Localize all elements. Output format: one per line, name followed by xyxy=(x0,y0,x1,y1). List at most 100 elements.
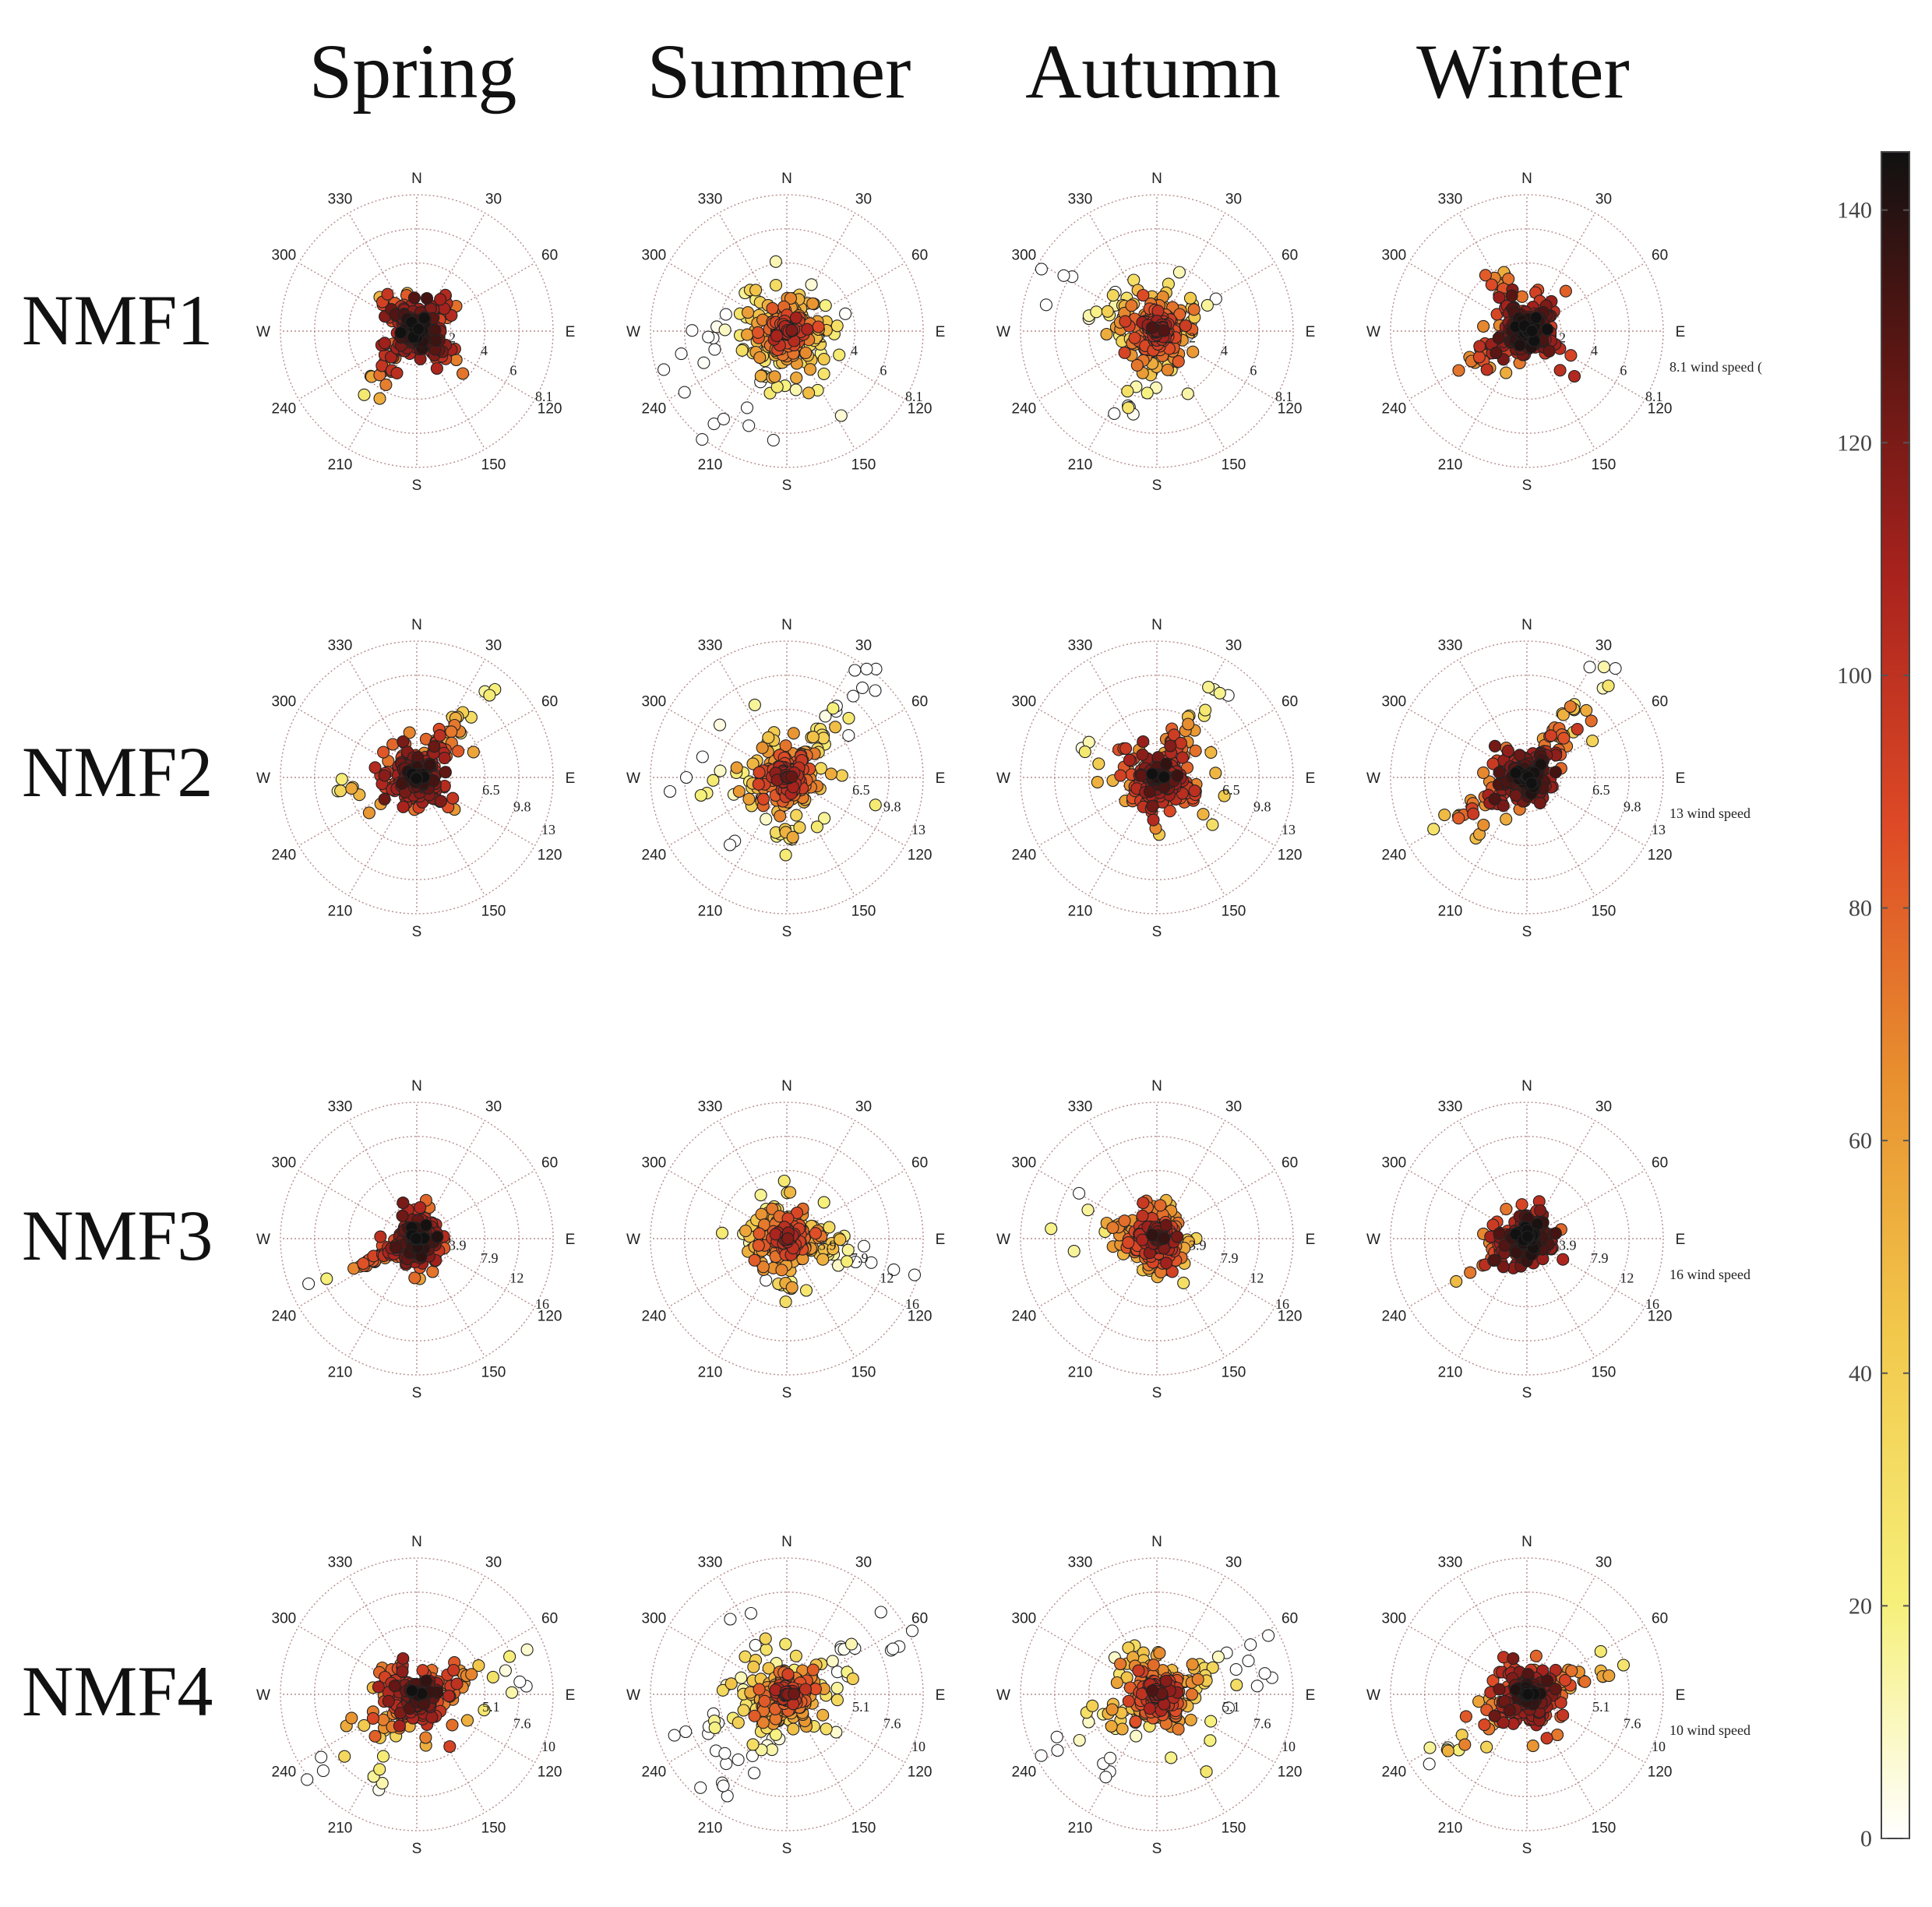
data-point xyxy=(377,746,390,759)
data-point xyxy=(410,1232,423,1246)
data-point xyxy=(1091,776,1104,789)
angle-label: 150 xyxy=(481,904,506,920)
data-point xyxy=(742,792,756,805)
column-title-summer: Summer xyxy=(647,28,911,115)
data-point xyxy=(1145,321,1159,334)
data-point xyxy=(467,746,480,759)
data-point xyxy=(1118,1214,1131,1228)
data-point xyxy=(1525,777,1538,790)
ring-speed-label: 3.9 xyxy=(449,1237,467,1253)
ring-speed-label: 6.5 xyxy=(1222,782,1240,798)
data-point xyxy=(1090,305,1103,319)
data-point xyxy=(1189,744,1202,757)
data-point xyxy=(418,312,431,325)
data-point xyxy=(1597,661,1610,674)
angle-label: W xyxy=(626,770,640,787)
angle-label: 60 xyxy=(911,248,928,264)
angle-label: 60 xyxy=(1652,694,1668,710)
angle-label: 30 xyxy=(1225,1098,1242,1115)
data-point xyxy=(816,731,830,745)
data-point xyxy=(1137,1196,1150,1210)
angle-label: 30 xyxy=(855,191,872,207)
data-point xyxy=(1187,303,1200,316)
data-point xyxy=(754,1189,767,1202)
angle-label: 150 xyxy=(851,904,876,920)
data-point xyxy=(696,433,709,446)
grid-ring xyxy=(347,262,486,400)
angle-label: N xyxy=(411,171,422,187)
data-point xyxy=(446,791,460,805)
ring-speed-label: 12 xyxy=(509,1271,524,1286)
data-point xyxy=(1125,299,1138,312)
data-point xyxy=(1159,757,1172,770)
angle-label: 210 xyxy=(328,457,353,474)
data-point xyxy=(1525,324,1539,337)
angle-label: 300 xyxy=(1012,248,1037,264)
angle-label: 150 xyxy=(1592,457,1616,474)
ring-speed-label: 3.9 xyxy=(1189,1237,1207,1253)
data-point xyxy=(762,731,775,744)
data-point xyxy=(412,323,425,336)
angle-label: 240 xyxy=(1012,848,1037,864)
angle-label: 240 xyxy=(272,1309,297,1325)
ring-speed-label: 6 xyxy=(1620,363,1627,379)
angle-label: 60 xyxy=(911,1155,928,1172)
angle-label: 330 xyxy=(698,637,723,654)
data-point xyxy=(1209,767,1222,780)
ring-speed-label: 4 xyxy=(1221,343,1228,358)
row-title-nmf2: NMF2 xyxy=(22,732,213,812)
angle-label: E xyxy=(566,770,576,787)
data-point xyxy=(368,761,382,774)
angle-label: 60 xyxy=(541,248,558,264)
data-point xyxy=(789,311,802,324)
angle-label: N xyxy=(411,1078,422,1094)
angle-label: 210 xyxy=(328,904,353,920)
data-point xyxy=(1122,401,1135,414)
data-point xyxy=(1176,751,1190,764)
angle-label: W xyxy=(1366,770,1380,787)
data-point xyxy=(410,772,423,785)
data-point xyxy=(433,729,446,742)
data-point xyxy=(835,769,848,782)
ring-speed-label: 7.9 xyxy=(481,1250,499,1266)
angle-label: 300 xyxy=(642,248,667,264)
data-point xyxy=(1586,735,1599,748)
ring-speed-label: 16 xyxy=(535,1296,549,1312)
angle-label: 330 xyxy=(698,1098,723,1115)
data-point xyxy=(434,795,447,808)
data-point xyxy=(799,346,813,359)
data-point xyxy=(1045,1222,1058,1235)
data-point xyxy=(768,370,781,383)
data-point xyxy=(1146,799,1159,813)
angle-label: 150 xyxy=(1222,1365,1246,1381)
data-point xyxy=(439,766,452,779)
angle-label: 30 xyxy=(1595,637,1612,654)
ring-speed-label: 2 xyxy=(819,330,826,345)
data-point xyxy=(1485,278,1498,291)
data-point xyxy=(719,308,732,321)
data-point xyxy=(817,1196,830,1209)
data-point xyxy=(801,323,814,336)
angle-label: 60 xyxy=(911,694,928,710)
data-point xyxy=(707,774,720,787)
data-point xyxy=(679,770,693,784)
data-point xyxy=(739,1225,753,1238)
data-point xyxy=(335,773,348,786)
column-title-winter: Winter xyxy=(1416,28,1630,115)
data-point xyxy=(1073,1186,1086,1200)
angle-label: 210 xyxy=(1068,457,1093,474)
data-point xyxy=(1188,784,1201,798)
data-point xyxy=(1544,729,1557,742)
data-point xyxy=(751,326,765,339)
angle-label: 210 xyxy=(1068,904,1093,920)
data-point xyxy=(1427,823,1440,836)
data-point xyxy=(1119,315,1132,328)
panels: N3060E120150S210240W3003302468.1N3060E12… xyxy=(256,171,1762,1857)
data-point xyxy=(756,792,770,805)
data-point xyxy=(830,319,844,333)
grid-spoke xyxy=(416,262,535,332)
